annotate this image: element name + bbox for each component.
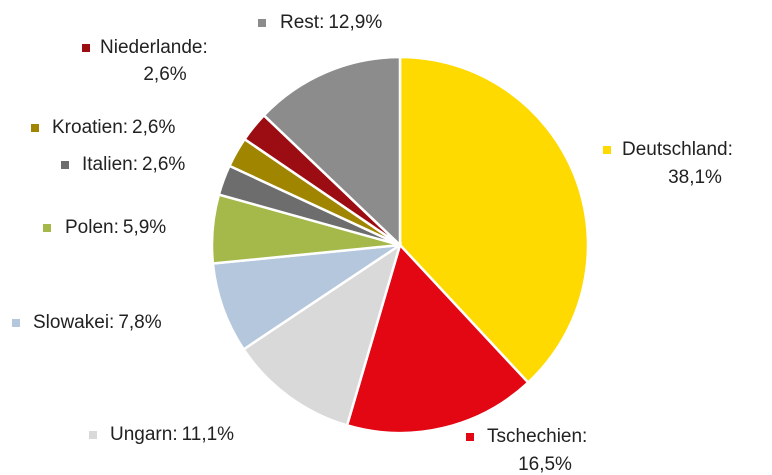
category-label: Tschechien: xyxy=(487,426,587,447)
slice-label: Polen: 5,9% xyxy=(65,217,166,238)
legend-marker xyxy=(43,224,51,232)
slice-label: Ungarn: 11,1% xyxy=(110,424,234,445)
legend-marker xyxy=(603,146,611,154)
slice-label: Kroatien: 2,6% xyxy=(52,117,175,138)
value-label: 2,6% xyxy=(143,64,186,85)
pie-slice xyxy=(398,55,590,385)
category-label: Ungarn: xyxy=(110,424,178,445)
value-label: 5,9% xyxy=(123,217,166,238)
value-label: 7,8% xyxy=(118,312,161,333)
category-label: Rest: xyxy=(280,12,324,33)
legend-marker xyxy=(89,431,97,439)
category-label: Niederlande: xyxy=(100,37,208,58)
value-label: 2,6% xyxy=(132,117,175,138)
category-label: Slowakei: xyxy=(33,312,114,333)
value-label: 16,5% xyxy=(518,454,572,475)
slice-label: Slowakei: 7,8% xyxy=(33,312,162,333)
legend-marker xyxy=(61,161,69,169)
legend-marker xyxy=(466,433,474,441)
value-label: 2,6% xyxy=(142,154,185,175)
pie-slice xyxy=(241,242,403,427)
value-label: 11,1% xyxy=(182,424,235,445)
legend-marker xyxy=(258,19,266,27)
slice-label: Rest: 12,9% xyxy=(280,12,382,33)
pie-slice xyxy=(262,55,402,248)
pie-slice xyxy=(211,243,401,352)
value-label: 12,9% xyxy=(328,12,382,33)
category-label: Kroatien: xyxy=(52,117,128,138)
legend-marker xyxy=(31,124,39,132)
pie-slice xyxy=(345,242,530,435)
category-label: Italien: xyxy=(82,154,138,175)
legend-marker xyxy=(82,44,90,52)
value-label: 38,1% xyxy=(668,167,722,188)
category-label: Polen: xyxy=(65,217,119,238)
legend-marker xyxy=(12,319,20,327)
category-label: Deutschland: xyxy=(622,139,733,160)
slice-label: Italien: 2,6% xyxy=(82,154,185,175)
